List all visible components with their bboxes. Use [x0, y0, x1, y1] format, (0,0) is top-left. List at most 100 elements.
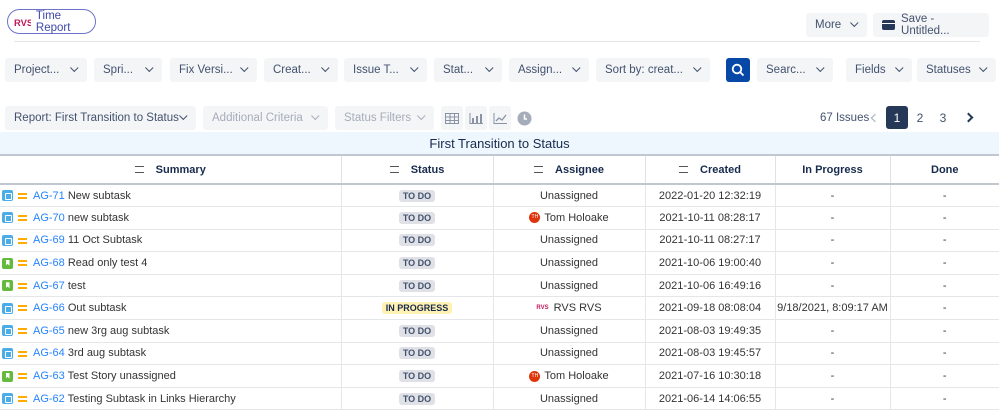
- more-button[interactable]: More: [806, 13, 867, 37]
- column-label: Assignee: [555, 163, 604, 176]
- column-header-in-progress[interactable]: In Progress: [775, 156, 891, 185]
- sort-icon: [534, 166, 544, 174]
- chevron-down-icon: [321, 63, 330, 73]
- time-view-button[interactable]: [513, 106, 535, 130]
- filter-0-button[interactable]: Project...: [5, 58, 87, 82]
- sort-icon: [134, 166, 144, 174]
- done-time: -: [890, 184, 999, 208]
- sort-icon: [679, 166, 689, 174]
- in-progress-time: -: [775, 274, 891, 298]
- subtask-icon: [2, 235, 13, 247]
- subtask-icon: [2, 212, 13, 224]
- next-page-button[interactable]: [957, 106, 979, 129]
- chevron-down-icon: [311, 111, 320, 121]
- page-1-button[interactable]: 1: [886, 106, 908, 129]
- issue-key-link[interactable]: AG-69: [33, 234, 65, 247]
- table-row: AG-70 new subtask TO DO TH Tom Holoake 2021-…: [0, 206, 999, 230]
- subtask-icon: [2, 325, 13, 337]
- filter-7-button[interactable]: Sort by: creat...: [596, 58, 710, 82]
- column-header-status[interactable]: Status: [341, 156, 494, 185]
- issue-key-link[interactable]: AG-63: [33, 370, 65, 383]
- status-filters-label: Status Filters: [344, 112, 412, 124]
- created: 2021-06-14 14:06:55: [645, 387, 776, 411]
- issue-key-link[interactable]: AG-70: [33, 211, 65, 224]
- column-label: In Progress: [802, 163, 863, 176]
- issue-key-link[interactable]: AG-65: [33, 324, 65, 337]
- assignee: Tom Holoake: [544, 370, 609, 383]
- issue-key-link[interactable]: AG-62: [33, 392, 65, 405]
- filter-6-button[interactable]: Assign...: [509, 58, 589, 82]
- additional-criteria-select[interactable]: Additional Criteria: [203, 106, 328, 130]
- table-row: AG-62 Testing Subtask in Links Hierarchy…: [0, 387, 999, 411]
- divider: [14, 41, 980, 42]
- line-chart-view-button[interactable]: [489, 106, 511, 130]
- in-progress-time: -: [775, 229, 891, 253]
- filter-8-button[interactable]: Searc...: [757, 58, 833, 82]
- table-row: AG-71 New subtask TO DO Unassigned 2022-01-…: [0, 184, 999, 208]
- chevron-left-icon: [870, 113, 880, 122]
- status-badge: TO DO: [398, 392, 436, 405]
- filter-label: Fix Versi...: [179, 64, 233, 76]
- page-2-button[interactable]: 2: [916, 110, 924, 125]
- status-badge: TO DO: [398, 257, 436, 270]
- time-report-button[interactable]: RVS Time Report: [7, 9, 96, 34]
- chevron-down-icon: [240, 63, 249, 73]
- page-3-button[interactable]: 3: [939, 110, 947, 125]
- table-row: AG-68 Read only test 4 TO DO Unassigned 202…: [0, 251, 999, 275]
- column-header-created[interactable]: Created: [645, 156, 776, 185]
- column-label: Created: [700, 163, 741, 176]
- bar-chart-icon: [469, 112, 483, 124]
- report-select[interactable]: Report: First Transition to Status: [5, 106, 196, 130]
- filter-2-button[interactable]: Fix Versi...: [170, 58, 257, 82]
- filter-1-button[interactable]: Spri...: [94, 58, 162, 82]
- done-time: -: [890, 387, 999, 411]
- column-header-summary[interactable]: Summary: [0, 156, 342, 185]
- issue-summary: Testing Subtask in Links Hierarchy: [67, 392, 236, 405]
- filter-label: Statuses: [926, 64, 971, 76]
- rvs-logo-icon: RVS: [14, 16, 31, 27]
- clock-icon: [517, 111, 531, 125]
- assignee: Unassigned: [539, 324, 599, 337]
- table-view-button[interactable]: [441, 106, 463, 130]
- status-badge: TO DO: [398, 189, 436, 202]
- filter-10-button[interactable]: Statuses: [917, 58, 996, 82]
- issue-summary: New subtask: [67, 189, 131, 202]
- save-button[interactable]: Save - Untitled...: [873, 13, 989, 37]
- created: 2021-10-06 16:49:16: [645, 274, 776, 298]
- chevron-down-icon: [410, 63, 419, 73]
- filter-label: Issue T...: [353, 64, 399, 76]
- status-filters-select[interactable]: Status Filters: [335, 106, 434, 130]
- done-time: -: [890, 206, 999, 230]
- column-header-done[interactable]: Done: [890, 156, 999, 185]
- story-icon: [2, 257, 13, 269]
- column-label: Summary: [155, 163, 206, 176]
- issue-key-link[interactable]: AG-67: [33, 279, 65, 292]
- search-icon: [731, 63, 745, 77]
- issue-key-link[interactable]: AG-66: [33, 302, 65, 315]
- column-header-assignee[interactable]: Assignee: [493, 156, 646, 185]
- search-button[interactable]: [726, 58, 750, 82]
- bar-chart-view-button[interactable]: [465, 106, 487, 130]
- priority-medium-icon: [18, 395, 27, 402]
- subtask-icon: [2, 348, 13, 360]
- issue-key-link[interactable]: AG-64: [33, 347, 65, 360]
- report-title: First Transition to Status: [0, 132, 999, 156]
- issue-key-link[interactable]: AG-68: [33, 257, 65, 270]
- assignee: Unassigned: [539, 189, 599, 202]
- save-label: Save - Untitled...: [901, 13, 950, 37]
- status-badge: TO DO: [398, 211, 436, 224]
- chevron-down-icon: [145, 63, 154, 73]
- issue-summary: Out subtask: [67, 302, 127, 315]
- done-time: -: [890, 296, 999, 321]
- filter-3-button[interactable]: Creat...: [264, 58, 338, 82]
- assignee: Unassigned: [539, 279, 599, 292]
- issue-key-link[interactable]: AG-71: [33, 189, 65, 202]
- filter-4-button[interactable]: Issue T...: [344, 58, 427, 82]
- filter-label: Stat...: [443, 64, 474, 76]
- filter-5-button[interactable]: Stat...: [434, 58, 502, 82]
- priority-medium-icon: [18, 192, 27, 199]
- done-time: -: [890, 342, 999, 366]
- prev-page-button[interactable]: [864, 106, 886, 129]
- filter-9-button[interactable]: Fields: [846, 58, 912, 82]
- done-time: -: [890, 319, 999, 343]
